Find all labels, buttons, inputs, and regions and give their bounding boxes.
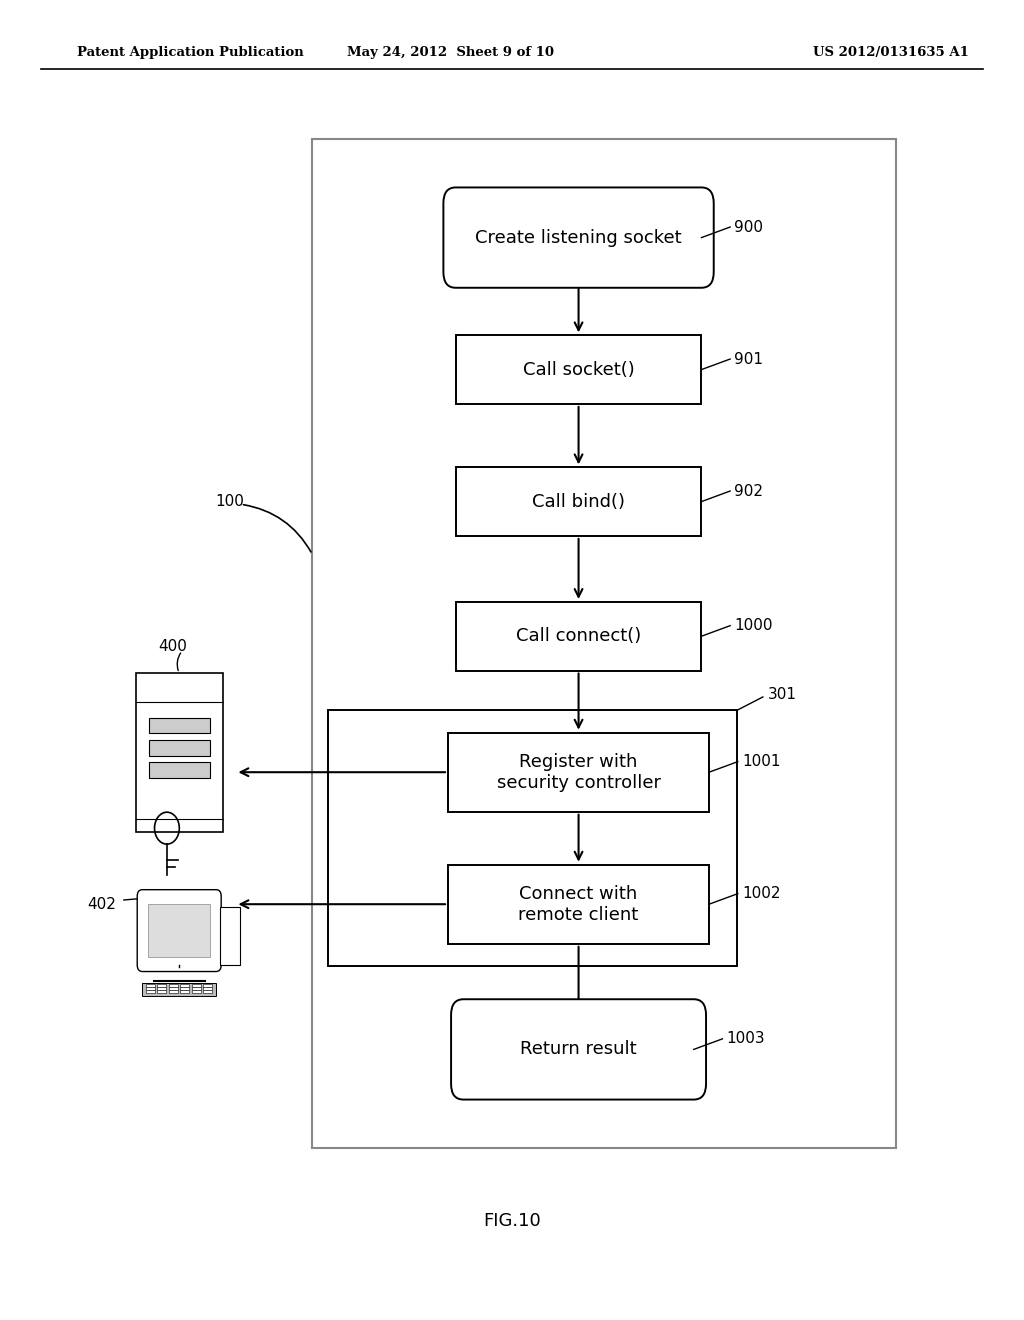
FancyBboxPatch shape: [443, 187, 714, 288]
Text: 100: 100: [215, 494, 244, 510]
Bar: [158, 983, 166, 986]
Bar: [169, 983, 178, 986]
Text: Patent Application Publication: Patent Application Publication: [77, 46, 303, 59]
Bar: [203, 987, 212, 990]
Bar: [146, 987, 155, 990]
Bar: [220, 907, 241, 965]
Bar: [169, 990, 178, 993]
FancyBboxPatch shape: [137, 890, 221, 972]
Bar: [203, 983, 212, 986]
Text: 1001: 1001: [741, 754, 780, 770]
Bar: [456, 467, 701, 536]
Bar: [328, 710, 737, 966]
Text: Create listening socket: Create listening socket: [475, 228, 682, 247]
Bar: [456, 335, 701, 404]
Text: 402: 402: [87, 896, 116, 912]
Text: Return result: Return result: [520, 1040, 637, 1059]
Text: May 24, 2012  Sheet 9 of 10: May 24, 2012 Sheet 9 of 10: [347, 46, 554, 59]
Text: 301: 301: [768, 686, 797, 702]
Text: 900: 900: [734, 219, 763, 235]
Bar: [142, 983, 216, 995]
Bar: [158, 987, 166, 990]
FancyBboxPatch shape: [451, 999, 707, 1100]
Text: 1000: 1000: [734, 618, 773, 634]
Text: Register with
security controller: Register with security controller: [497, 752, 660, 792]
Bar: [180, 987, 189, 990]
Bar: [158, 990, 166, 993]
Bar: [148, 904, 210, 957]
Bar: [191, 987, 201, 990]
Bar: [180, 983, 189, 986]
Bar: [180, 990, 189, 993]
Text: Connect with
remote client: Connect with remote client: [518, 884, 639, 924]
Bar: [146, 983, 155, 986]
Bar: [148, 718, 210, 734]
Bar: [203, 990, 212, 993]
Text: US 2012/0131635 A1: US 2012/0131635 A1: [813, 46, 969, 59]
Bar: [148, 762, 210, 777]
Bar: [148, 739, 210, 755]
Bar: [447, 865, 709, 944]
Bar: [191, 983, 201, 986]
Text: 902: 902: [734, 483, 763, 499]
Text: Call bind(): Call bind(): [532, 492, 625, 511]
Bar: [169, 987, 178, 990]
Text: 901: 901: [734, 351, 763, 367]
Bar: [146, 990, 155, 993]
Text: Call socket(): Call socket(): [522, 360, 635, 379]
Text: FIG.10: FIG.10: [483, 1212, 541, 1230]
Text: Call connect(): Call connect(): [516, 627, 641, 645]
Text: 1003: 1003: [727, 1031, 765, 1047]
Bar: [447, 733, 709, 812]
Text: 400: 400: [159, 639, 187, 655]
Bar: [312, 139, 896, 1148]
Bar: [135, 673, 222, 832]
Bar: [191, 990, 201, 993]
Bar: [456, 602, 701, 671]
Text: 1002: 1002: [741, 886, 780, 902]
